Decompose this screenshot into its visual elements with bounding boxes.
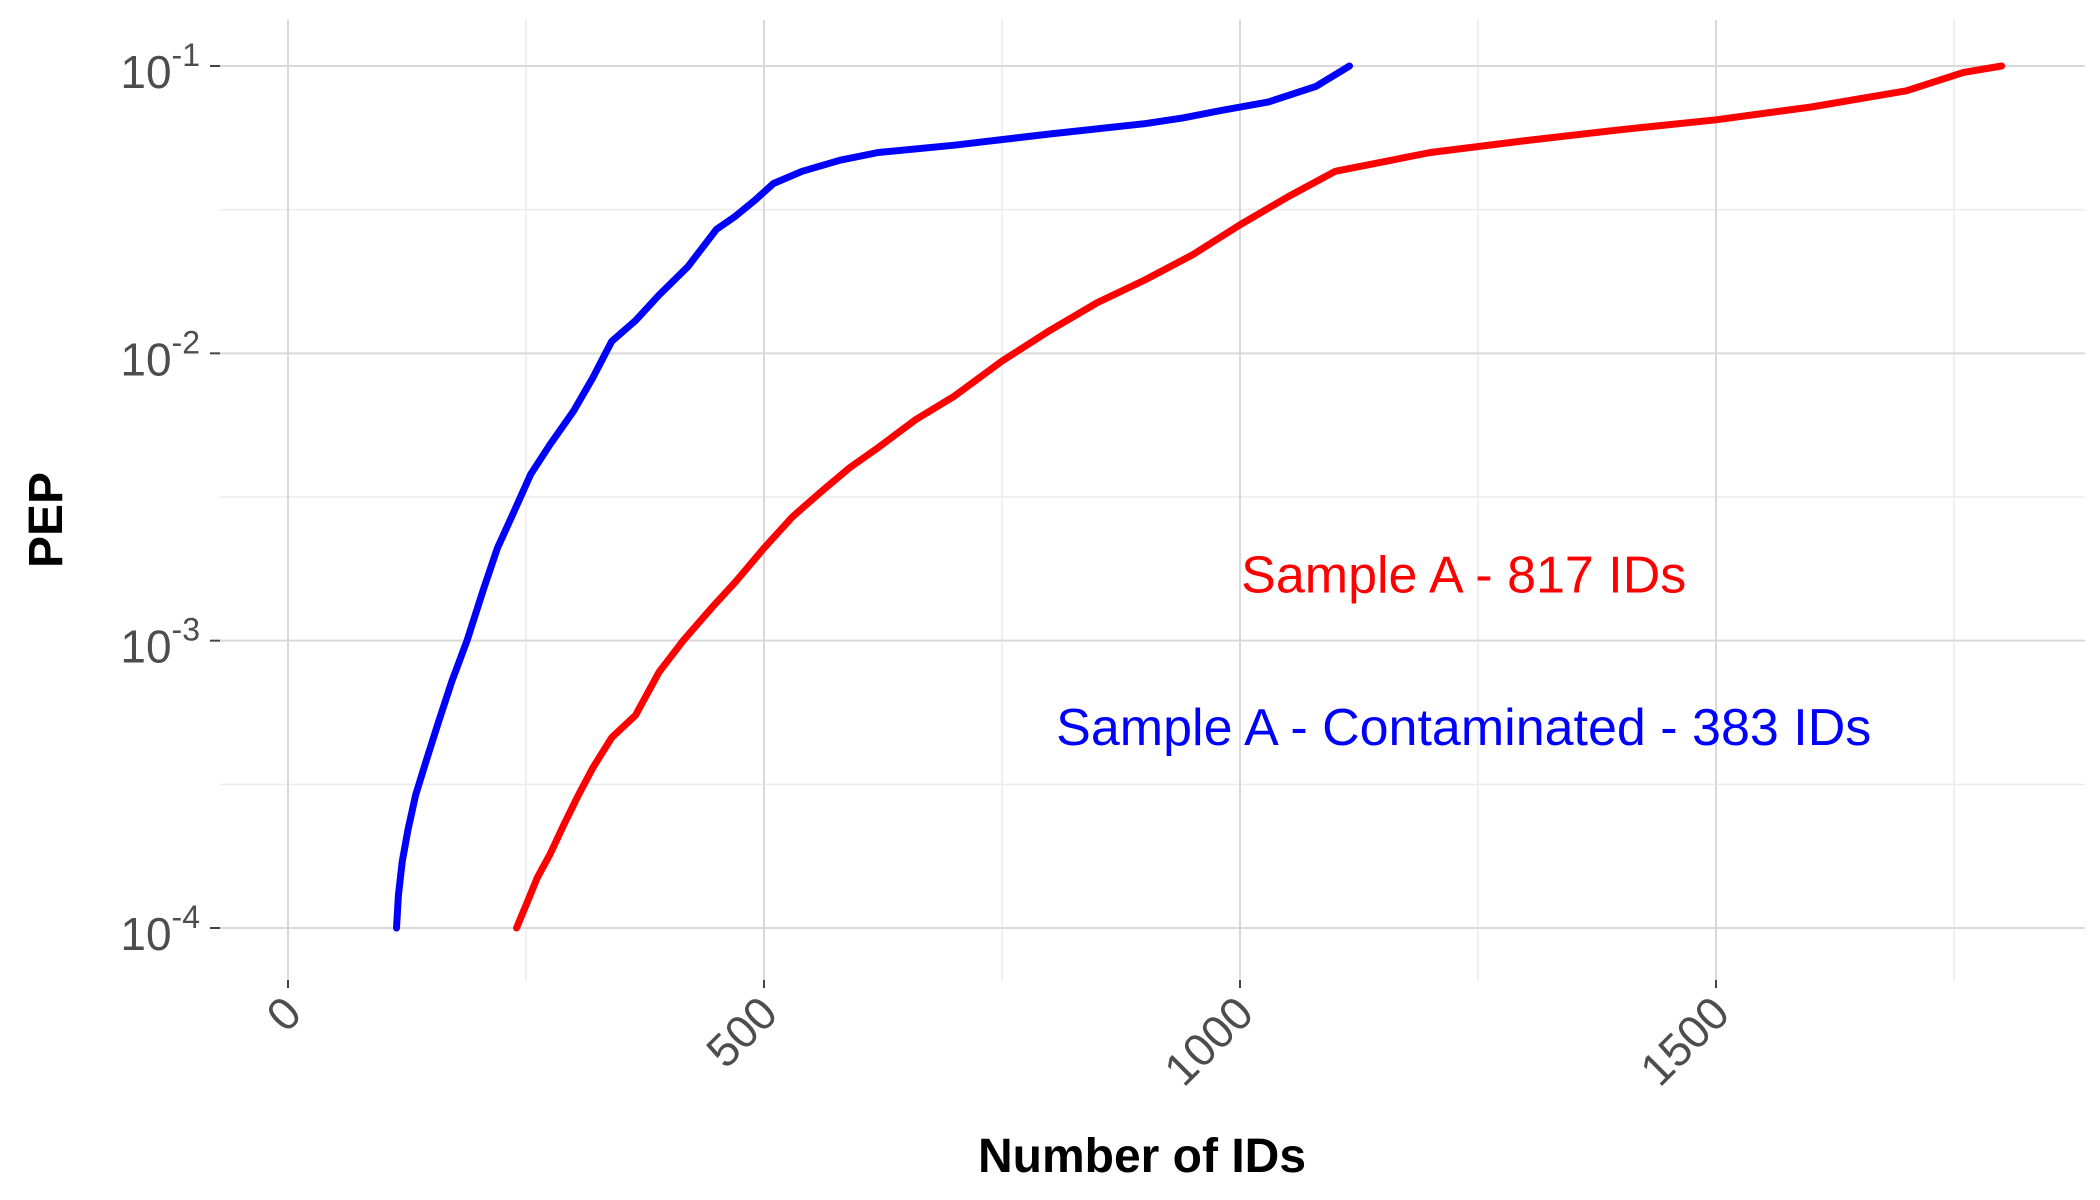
annotation-label-1: Sample A - 817 IDs <box>1241 546 1686 604</box>
annotations: Sample A - 817 IDs Sample A - Contaminate… <box>1056 546 1871 757</box>
y-tick-label: 10-2 <box>120 324 200 385</box>
x-axis-ticks: 0 500 1000 1500 <box>256 980 1739 1095</box>
x-tick-label: 500 <box>696 986 787 1077</box>
x-tick-label: 1500 <box>1630 986 1739 1095</box>
minor-gridlines <box>220 20 2085 980</box>
annotation-label-2: Sample A - Contaminated - 383 IDs <box>1056 699 1871 757</box>
series-lines <box>393 62 2006 932</box>
y-tick-label: 10-3 <box>120 612 200 673</box>
y-axis-ticks: 10-4 10-3 10-2 10-1 <box>120 37 220 960</box>
series-line-1 <box>393 62 1353 932</box>
x-axis-title: Number of IDs <box>978 1130 1306 1183</box>
y-axis-title: PEP <box>20 472 73 568</box>
x-tick-label: 1000 <box>1154 986 1263 1095</box>
major-gridlines <box>220 20 2085 980</box>
series-line-2 <box>513 62 2006 932</box>
y-tick-label: 10-4 <box>120 899 200 960</box>
x-tick-label: 0 <box>256 986 311 1041</box>
y-tick-label: 10-1 <box>120 37 200 98</box>
